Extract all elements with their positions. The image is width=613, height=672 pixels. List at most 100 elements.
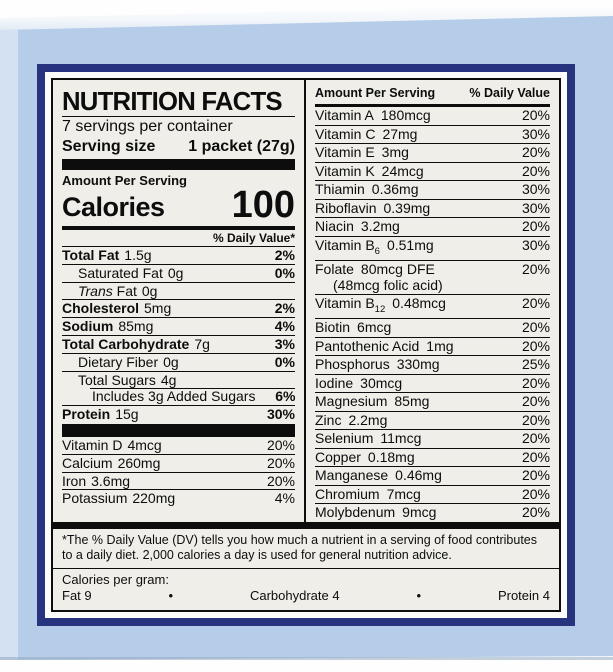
nutrient-name: Vitamin C 27mg <box>315 125 418 142</box>
nutrient-amount: 1.5g <box>124 247 152 263</box>
nutrient-amount: 330mg <box>396 356 440 373</box>
nutrient-name: Protein 15g <box>62 406 139 423</box>
nutrient-row: Iron 3.6mg 20% <box>62 471 295 490</box>
nutrient-row: Total Fat 1.5g 2% <box>62 246 295 264</box>
nutrient-row: Potassium 220mg 4% <box>62 489 295 507</box>
nutrient-daily-value: 20% <box>521 218 550 234</box>
nutrient-row: Protein 15g 30% <box>62 405 295 423</box>
nutrient-daily-value: 3% <box>274 335 295 352</box>
cpg-fat: Fat 9 <box>62 587 92 603</box>
nutrient-amount: 0g <box>163 353 179 370</box>
nutrient-daily-value: 0% <box>274 353 295 370</box>
nutrient-row: Vitamin C 27mg 30% <box>315 124 550 144</box>
nutrient-amount: 11mcg <box>380 430 422 447</box>
label-title: NUTRITION FACTS <box>62 86 283 116</box>
calories-row: Calories 100 <box>62 186 295 224</box>
nutrient-row: Vitamin A 180mcg 20% <box>315 107 550 125</box>
nutrient-row: Thiamin 0.36mg 30% <box>315 180 550 199</box>
nutrient-name: Calcium 260mg <box>62 454 161 471</box>
nutrient-amount: 6mcg <box>357 319 392 336</box>
nutrient-name: Chromium 7mcg <box>315 485 421 502</box>
nutrient-name: Trans Fat 0g <box>78 282 158 299</box>
nutrient-amount: 0.48mcg <box>392 294 446 311</box>
nutrient-name: Folate 80mcg DFE <box>315 260 435 277</box>
nutrient-row: Includes 3g Added Sugars 6% <box>62 388 295 405</box>
label-white-margin: NUTRITION FACTS 7 servings per container… <box>45 72 567 618</box>
calories-per-gram-section: Calories per gram: Fat 9 • Carbohydrate … <box>53 569 559 610</box>
nutrient-row: Calcium 260mg 20% <box>62 453 295 472</box>
nutrient-name: Vitamin D 4mcg <box>62 436 162 453</box>
nutrient-daily-value: 4% <box>274 318 295 335</box>
thick-divider-bar <box>62 423 295 436</box>
nutrient-name: Molybdenum 9mcg <box>315 504 437 521</box>
label-columns: NUTRITION FACTS 7 servings per container… <box>53 80 559 522</box>
nutrient-row: Zinc 2.2mg 20% <box>315 410 550 430</box>
cpg-bullet: • <box>168 587 174 603</box>
nutrient-name: Manganese 0.46mg <box>315 467 442 484</box>
servings-per-container: 7 servings per container <box>62 118 233 135</box>
nutrient-daily-value: 30% <box>266 406 295 423</box>
nutrient-daily-value: 20% <box>521 485 550 502</box>
nutrient-name: Magnesium 85mg <box>315 393 430 410</box>
right-header-amount: Amount Per Serving <box>315 86 436 100</box>
nutrient-daily-value: 25% <box>521 356 550 373</box>
nutrient-amount: 15g <box>115 406 139 423</box>
nutrient-daily-value: 30% <box>521 236 550 253</box>
nutrient-row: Pantothenic Acid 1mg 20% <box>315 336 550 356</box>
nutrient-note: (48mcg folic acid) <box>333 277 443 294</box>
nutrient-name: Dietary Fiber 0g <box>78 353 179 370</box>
nutrient-row: Vitamin D 4mcg 20% <box>62 435 295 454</box>
medium-divider <box>62 226 295 230</box>
nutrient-amount: 4mcg <box>127 436 162 453</box>
nutrient-amount: 0.51mg <box>386 236 434 253</box>
nutrient-name: Biotin 6mcg <box>315 319 392 336</box>
nutrient-amount: 7mcg <box>386 485 421 502</box>
nutrient-name: Vitamin E 3mg <box>315 144 409 160</box>
serving-size-value: 1 packet (27g) <box>188 138 295 155</box>
nutrient-daily-value: 20% <box>521 107 550 123</box>
nutrient-daily-value: 30% <box>521 181 550 197</box>
nutrient-daily-value: 20% <box>521 260 550 277</box>
label-panel: NUTRITION FACTS 7 servings per container… <box>51 78 561 612</box>
nutrient-row: Vitamin B12 0.48mcg 20% <box>315 293 550 318</box>
nutrient-amount: 0.46mg <box>395 467 442 484</box>
nutrient-daily-value: 20% <box>266 436 295 453</box>
nutrient-amount: 260mg <box>117 454 161 471</box>
nutrient-amount: 0.39mg <box>383 199 431 216</box>
nutrient-amount: 27mg <box>382 125 418 142</box>
calories-label: Calories <box>62 192 165 222</box>
nutrient-row: Cholesterol 5mg 2% <box>62 299 295 317</box>
micronutrient-rows: Vitamin D 4mcg 20% Calcium 260mg 20% Iron 3.6mg… <box>62 435 295 507</box>
nutrient-daily-value: 20% <box>521 430 550 447</box>
nutrient-daily-value: 2% <box>274 247 295 263</box>
nutrient-name: Vitamin B6 0.51mg <box>315 236 434 257</box>
nutrient-row: Copper 0.18mg 20% <box>315 447 550 467</box>
nutrient-amount: 4g <box>160 371 177 388</box>
nutrient-name: Sodium 85mg <box>62 318 154 335</box>
serving-size-row: Serving size 1 packet (27g) <box>62 137 295 157</box>
right-column-header: Amount Per Serving % Daily Value <box>315 85 550 107</box>
nutrient-name: Total Carbohydrate 7g <box>62 335 210 352</box>
nutrient-amount: 0.36mg <box>371 181 419 197</box>
nutrient-row: Phosphorus 330mg 25% <box>315 355 550 374</box>
nutrient-row: Iodine 30mcg 20% <box>315 373 550 393</box>
daily-value-footnote: *The % Daily Value (DV) tells you how mu… <box>53 529 559 569</box>
nutrient-name: Pantothenic Acid 1mg <box>315 337 454 354</box>
calories-per-gram-row: Fat 9 • Carbohydrate 4 • Protein 4 <box>62 588 550 604</box>
nutrient-row: Saturated Fat 0g 0% <box>62 263 295 282</box>
nutrient-daily-value: 20% <box>266 472 295 489</box>
nutrient-daily-value: 20% <box>521 374 550 391</box>
footer-divider-bar <box>53 521 559 529</box>
nutrient-name: Saturated Fat 0g <box>78 264 184 281</box>
nutrient-name: Total Sugars 4g <box>78 371 177 388</box>
title-wrap: NUTRITION FACTS <box>62 87 295 117</box>
nutrient-daily-value: 20% <box>521 448 550 465</box>
nutrient-name: Riboflavin 0.39mg <box>315 199 431 216</box>
nutrient-daily-value: 20% <box>521 319 550 336</box>
right-header-dv: % Daily Value <box>469 86 550 100</box>
nutrient-amount: 180mcg <box>380 107 431 123</box>
nutrient-daily-value: 30% <box>521 125 550 142</box>
right-column: Amount Per Serving % Daily Value Vitamin… <box>306 80 559 522</box>
nutrient-name: Vitamin K 24mcg <box>315 162 424 179</box>
nutrient-row: Biotin 6mcg 20% <box>315 318 550 337</box>
